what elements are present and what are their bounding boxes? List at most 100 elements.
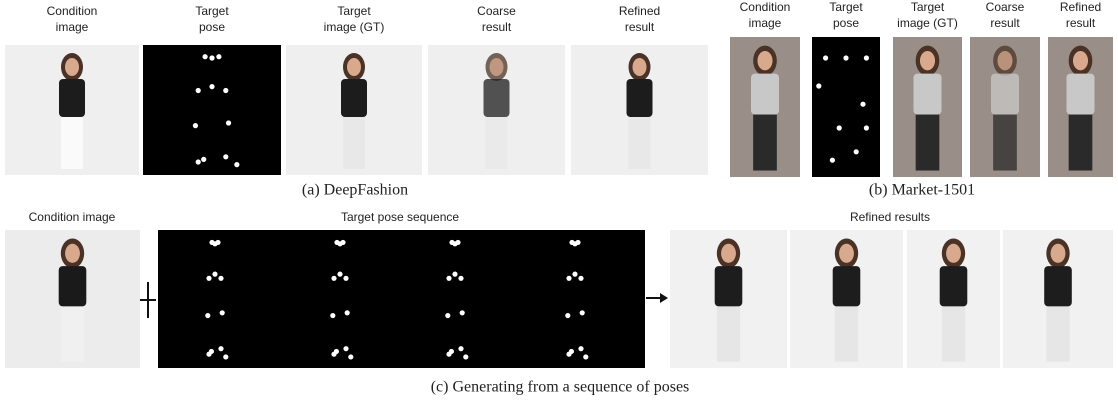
pose-keypoint bbox=[860, 102, 865, 107]
pose-keypoint bbox=[864, 125, 869, 130]
caption-b: (b) Market-1501 bbox=[869, 182, 975, 199]
pose-keypoint bbox=[212, 272, 217, 277]
arrow-head bbox=[660, 293, 668, 303]
pose-keypoint bbox=[330, 313, 335, 318]
legs bbox=[753, 115, 777, 171]
torso bbox=[940, 266, 968, 306]
pose-keypoint bbox=[201, 157, 206, 162]
column-label: Condition bbox=[740, 0, 791, 14]
pose-keypoint bbox=[566, 352, 571, 357]
column-label: image (GT) bbox=[324, 20, 385, 34]
column-label: Target bbox=[337, 4, 371, 18]
pose-keypoint bbox=[234, 162, 239, 167]
face bbox=[490, 58, 504, 76]
torso bbox=[751, 74, 779, 115]
pose-keypoint bbox=[193, 123, 198, 128]
face bbox=[839, 244, 854, 263]
pose-keypoint bbox=[223, 154, 228, 159]
pose-keypoint bbox=[215, 240, 220, 245]
torso bbox=[627, 79, 653, 117]
pose-keypoint bbox=[348, 354, 353, 359]
torso bbox=[991, 74, 1019, 115]
pose-keypoint bbox=[223, 88, 228, 93]
pose-keypoint bbox=[340, 240, 345, 245]
torso bbox=[341, 79, 367, 117]
face bbox=[946, 244, 961, 263]
legs bbox=[835, 306, 858, 361]
pose-keypoint bbox=[209, 55, 214, 60]
face bbox=[633, 58, 647, 76]
face bbox=[721, 244, 736, 263]
legs bbox=[629, 117, 651, 169]
legs bbox=[942, 306, 965, 361]
pose-keypoint bbox=[209, 240, 214, 245]
pose-keypoint bbox=[209, 84, 214, 89]
torso bbox=[59, 79, 85, 117]
pose-keypoint bbox=[343, 346, 348, 351]
pose-keypoint bbox=[345, 310, 350, 315]
pose-keypoint bbox=[823, 55, 828, 60]
column-label: result bbox=[1066, 16, 1096, 30]
results-label: Refined results bbox=[850, 210, 930, 224]
face bbox=[997, 51, 1012, 70]
pose-keypoint bbox=[196, 88, 201, 93]
torso bbox=[59, 266, 87, 306]
torso bbox=[1067, 74, 1095, 115]
pose-keypoint bbox=[458, 346, 463, 351]
legs bbox=[1046, 306, 1069, 361]
pose-keypoint bbox=[205, 313, 210, 318]
column-label: image bbox=[749, 16, 782, 30]
column-label: image (GT) bbox=[897, 16, 958, 30]
pose-keypoint bbox=[578, 346, 583, 351]
pose-keypoint bbox=[446, 276, 451, 281]
pose-keypoint bbox=[206, 276, 211, 281]
pose-keypoint bbox=[445, 313, 450, 318]
pose-keypoint bbox=[226, 120, 231, 125]
pose-keypoint bbox=[218, 276, 223, 281]
pose-keypoint bbox=[220, 310, 225, 315]
pose-keypoint bbox=[463, 354, 468, 359]
condition-label: Condition image bbox=[29, 210, 116, 224]
face bbox=[757, 51, 772, 70]
pose-keypoint bbox=[452, 272, 457, 277]
face bbox=[1051, 244, 1066, 263]
column-label: Condition bbox=[47, 4, 98, 18]
pose-keypoint bbox=[569, 240, 574, 245]
column-label: Target bbox=[195, 4, 229, 18]
torso bbox=[484, 79, 510, 117]
pose-keypoint bbox=[331, 276, 336, 281]
column-label: Target bbox=[829, 0, 863, 14]
torso bbox=[715, 266, 743, 306]
pose-keypoint bbox=[455, 240, 460, 245]
pose-keypoint bbox=[580, 310, 585, 315]
pose-keypoint bbox=[572, 272, 577, 277]
torso bbox=[914, 74, 942, 115]
column-label: result bbox=[625, 20, 655, 34]
pose-keypoint bbox=[449, 240, 454, 245]
pose-keypoint bbox=[837, 125, 842, 130]
caption-c: (c) Generating from a sequence of poses bbox=[431, 379, 690, 396]
pose-keypoint bbox=[218, 346, 223, 351]
pose-keypoint bbox=[864, 55, 869, 60]
pose-keypoint bbox=[196, 159, 201, 164]
pose-keypoint bbox=[216, 54, 221, 59]
pose-sequence-label: Target pose sequence bbox=[341, 210, 459, 224]
pose-keypoint bbox=[337, 272, 342, 277]
pose-keypoint bbox=[334, 240, 339, 245]
pose-keypoint bbox=[565, 313, 570, 318]
pose-sequence bbox=[158, 230, 645, 368]
legs bbox=[717, 306, 740, 361]
face bbox=[347, 58, 361, 76]
pose-keypoint bbox=[203, 54, 208, 59]
legs bbox=[916, 115, 940, 171]
column-label: Coarse bbox=[477, 4, 516, 18]
pose-keypoint bbox=[460, 310, 465, 315]
legs bbox=[61, 117, 83, 169]
pose-keypoint bbox=[830, 158, 835, 163]
face bbox=[920, 51, 935, 70]
column-label: pose bbox=[199, 20, 225, 34]
pose-keypoint bbox=[343, 276, 348, 281]
face bbox=[65, 244, 80, 263]
pose-keypoint bbox=[331, 352, 336, 357]
torso bbox=[1044, 266, 1072, 306]
